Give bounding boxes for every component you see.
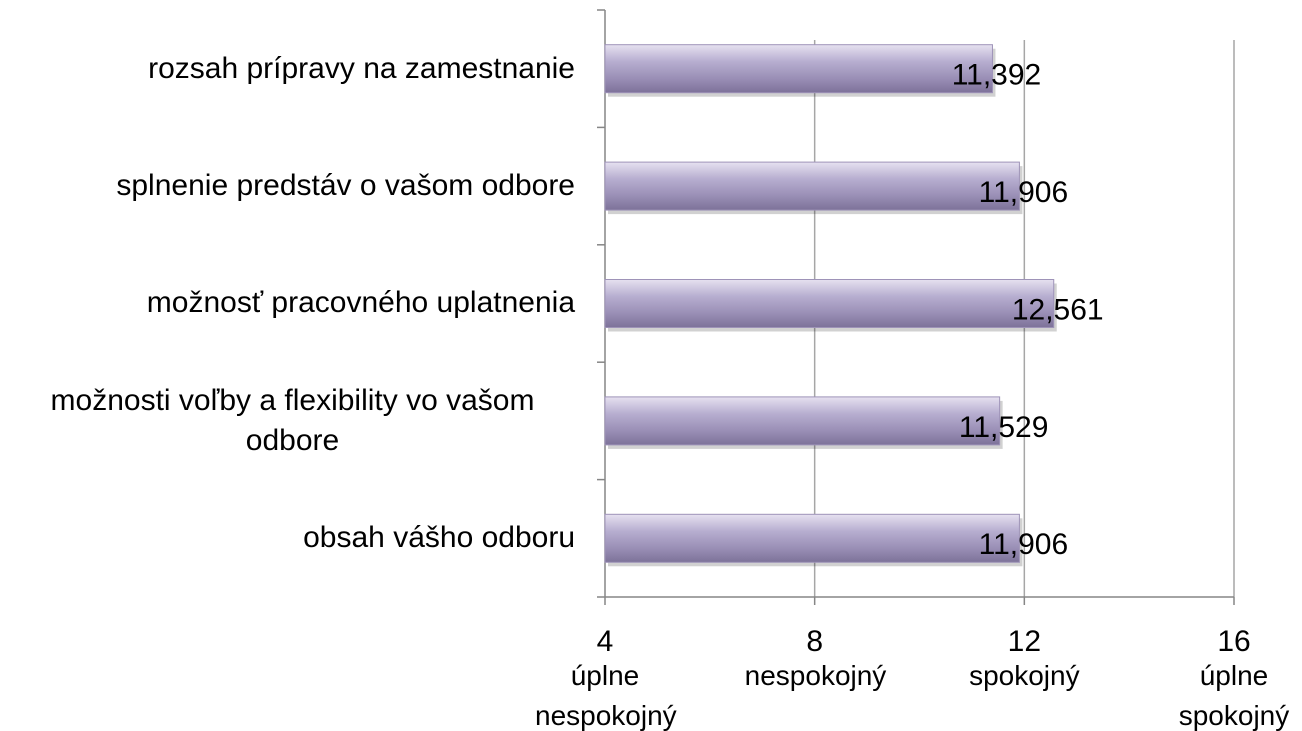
x-tick-label-text: 4 [596,625,614,658]
x-tick-annotation: spokojný [954,656,1094,696]
x-tick-label: 12 [954,626,1094,658]
x-tick-annotation: nespokojný [744,656,887,696]
x-tick-label-text: 8 [806,625,823,658]
bar [604,396,1001,446]
data-label: 11,906 [979,176,1069,209]
x-tick-label: 16 [1164,626,1302,658]
y-tick-label: rozsah prípravy na zamestnanie [5,10,575,127]
bar [604,513,1020,563]
x-tick-annotation-text: nespokojný [744,660,887,691]
bar [604,161,1020,211]
x-tick-label: 8 [745,626,885,658]
x-tick-label: 4 [535,626,675,658]
data-label: 11,392 [952,59,1042,92]
data-label: 12,561 [1012,293,1104,326]
y-tick-label: splnenie predstáv o vašom odbore [5,127,575,244]
y-tick-label-text: obsah vášho odboru [303,521,575,555]
x-tick-label-text: 12 [1007,625,1042,658]
x-tick-annotation: úplne nespokojný [535,656,677,731]
x-tick-label-text: 16 [1217,625,1251,658]
x-tick-annotation-text: úplne spokojný [1178,660,1290,731]
x-tick-annotation: úplne spokojný [1164,656,1302,731]
y-tick-label: možnosť pracovného uplatnenia [5,245,575,362]
y-tick-label-text: možnosti voľby a flexibility vo vašom od… [50,383,535,457]
x-tick-annotation-text: úplne nespokojný [535,660,677,731]
y-tick-label: obsah vášho odboru [5,480,575,597]
y-tick-label: možnosti voľby a flexibility vo vašom od… [5,362,575,479]
y-tick-label-text: rozsah prípravy na zamestnanie [148,51,575,85]
data-label: 11,906 [979,528,1069,561]
bar [604,44,993,94]
x-tick-annotation-text: spokojný [969,660,1080,691]
bar [604,279,1055,328]
data-label: 11,529 [959,411,1049,444]
y-tick-label-text: možnosť pracovného uplatnenia [146,286,575,320]
y-tick-label-text: splnenie predstáv o vašom odbore [116,168,575,202]
